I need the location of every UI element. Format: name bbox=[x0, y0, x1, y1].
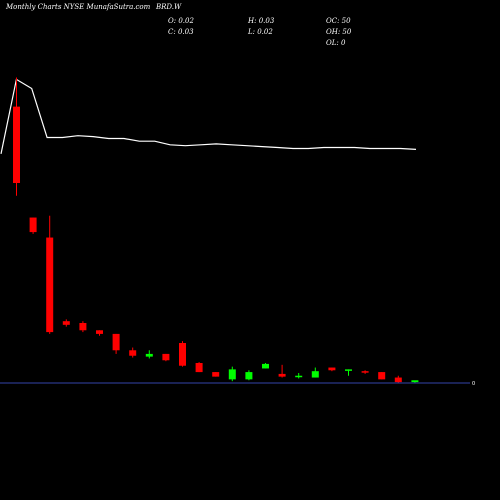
candle-body bbox=[195, 363, 203, 373]
high-value: H: 0.03 bbox=[248, 17, 275, 25]
oh-value: OH: 50 bbox=[326, 28, 352, 36]
candle-body bbox=[262, 363, 269, 369]
candle-body bbox=[179, 343, 186, 366]
candle-body bbox=[328, 367, 336, 371]
candle-body bbox=[394, 377, 402, 383]
candle-body bbox=[145, 353, 153, 357]
candle-body bbox=[62, 321, 70, 325]
candle-body bbox=[311, 371, 319, 378]
y-tick-label: 0 bbox=[472, 381, 475, 387]
chart-title: Monthly Charts NYSE MunafaSutra.com bbox=[6, 3, 151, 11]
candle-body bbox=[212, 372, 220, 377]
moving-average-line bbox=[0, 78, 417, 155]
candle-body bbox=[79, 323, 87, 331]
open-value: O: 0.02 bbox=[168, 17, 194, 25]
candle-body bbox=[228, 369, 236, 380]
candle-body bbox=[345, 369, 352, 371]
candle-body bbox=[96, 330, 103, 334]
close-value: C: 0.03 bbox=[168, 28, 194, 36]
candle-body bbox=[112, 333, 120, 351]
candle-body bbox=[378, 372, 386, 380]
candle-body bbox=[295, 375, 303, 378]
candle-body bbox=[411, 380, 419, 383]
candle-body bbox=[162, 353, 170, 361]
candle-body bbox=[129, 350, 137, 356]
low-value: L: 0.02 bbox=[248, 28, 273, 36]
candle-body bbox=[46, 237, 54, 333]
symbol-label: BRD.W bbox=[156, 3, 182, 11]
ol-value: OL: 0 bbox=[326, 39, 346, 47]
candle-body bbox=[13, 106, 20, 183]
candle-body bbox=[278, 373, 286, 377]
candle-body bbox=[245, 372, 253, 380]
oc-value: OC: 50 bbox=[326, 17, 351, 25]
candle-body bbox=[361, 371, 369, 373]
candle-body bbox=[29, 217, 37, 233]
